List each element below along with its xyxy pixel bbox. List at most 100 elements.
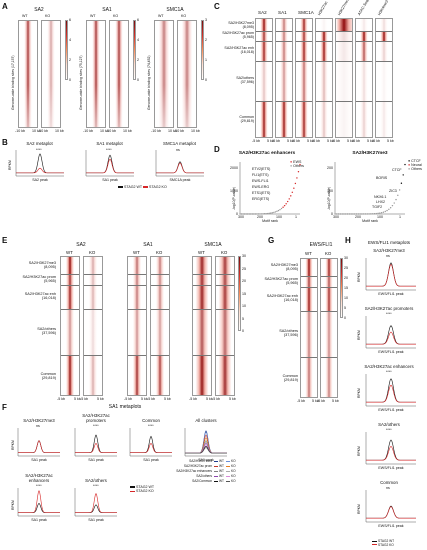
panel-h-xlabel: EWS/FLI1 peak [378,350,404,354]
panel-h-ylabel: RPKM [357,388,361,398]
panel-h-ylabel: RPKM [357,272,361,282]
panel-d-right-scatter-point [339,213,342,215]
panel-d-left-scatter-point [297,171,300,173]
panel-e-heatmap [192,256,212,396]
panel-c-heatmap-section [376,19,392,31]
panel-e-heatmap-section [193,308,211,355]
panel-c-xtick-left: -5 kb [312,139,320,143]
panel-f-cluster-wt: WT [214,464,224,469]
panel-b-metaplot [15,150,64,177]
panel-h-metaplot [365,432,416,465]
panel-c-row-name: Common [239,115,254,120]
panel-a-colorbar-tick: 0 [69,78,71,82]
panel-e-xtick-left: -5 kb [80,397,88,401]
panel-c-heatmap-section [316,40,332,61]
panel-c-row-name: SA2/others [236,76,254,81]
panel-c-heatmap-separator [356,100,372,102]
panel-c-heatmap-section [296,40,312,61]
panel-f-metaplot-axes [74,428,117,457]
panel-e-row-count: (37,596) [41,331,56,336]
panel-h-plot-title: SA2/H3K27ac enhancers [364,364,414,369]
panel-h-metaplot-ko-line [366,445,416,461]
panel-d-left-annotation: EWS-ERG [252,185,270,189]
panel-b-xlabel: SA2 peak [32,178,48,182]
panel-e-xtick-left: -5 kb [212,397,220,401]
panel-h-metaplot-wt-line [366,262,416,287]
panel-a-col-label: KO [181,14,187,18]
panel-c-heatmap-separator [336,31,352,32]
panel-a-heatmap-fade [155,84,173,127]
panel-c-heatmap-separator [316,100,332,102]
panel-c-heatmap-separator [276,31,292,32]
panel-a-colorbar-tick: 0 [137,78,139,82]
legend-swatch-ko [130,490,135,492]
panel-f-cluster-wt: WT [214,459,224,464]
panel-a-xtick-left: -10 kb [38,129,48,133]
panel-c-xtick-left: -5 kb [372,139,380,143]
panel-d-left-scatter-point [293,187,295,189]
panel-g-row-name: SA2/H3K27me3 [270,262,298,267]
panel-h-significance: **** [386,370,392,374]
panel-c-heatmap-section [276,31,292,41]
panel-c-heatmap-separator [376,31,392,32]
panel-g-xtick-right: 5 kb [332,399,339,403]
panel-c-heatmap-section [276,100,292,137]
panel-c-xtick-right: 5 kb [307,139,314,143]
panel-e-row-count: (16,018) [41,296,56,301]
panel-c-heatmap-section [276,40,292,61]
panel-e-heatmap-separator [128,308,146,310]
panel-c-xtick-right: 5 kb [347,139,354,143]
panel-f-metaplot [74,428,117,457]
panel-b-plot-title: SA2 metaplot [26,141,53,146]
legend-label: WT [219,459,224,463]
panel-f-xlabel: SA1 peak [31,458,47,462]
panel-d-right-ytick: 0 [331,212,333,216]
panel-g-colorbar [340,258,343,318]
panel-c-heatmap-separator [356,61,372,62]
panel-h-xlabel: EWS/FLI1 peak [378,408,404,412]
panel-e-col-label: KO [221,250,228,255]
legend-swatch [214,480,218,482]
panel-e-heatmap-separator [193,285,211,286]
panel-d-left-scatter-point [239,213,241,215]
panel-b-metaplot-axes [155,150,204,177]
panel-f-cluster-ko: KO [226,474,236,479]
panel-c-heatmap [275,18,293,138]
panel-label-g: G [268,236,275,245]
panel-d-right-scatter-point [343,213,345,215]
panel-g-heatmap-section [301,287,317,311]
panel-d-left-legend: ● EWS [290,160,301,164]
panel-f-metaplot-wt-line [18,502,60,513]
panel-c-heatmap [335,18,353,138]
panel-g-colorbar-tick: 30 [344,256,348,260]
panel-g-row-name: SA2/H3K27ac enh [266,294,298,299]
panel-e-col-label: WT [66,250,73,255]
legend-label: KO [231,464,236,468]
panel-e-heatmap-section [84,285,102,309]
panel-e-col-label: WT [133,250,140,255]
panel-c-heatmap-separator [356,40,372,42]
panel-e-xtick-right: 5 kb [206,397,213,401]
panel-b-metaplot-axes [85,150,134,177]
panel-c-heatmap-section [316,100,332,137]
panel-c-heatmap-separator [256,61,272,62]
panel-c-heatmap-section [356,40,372,61]
panel-d-left-scatter-point [283,204,286,207]
panel-a-heatmap [109,20,129,128]
panel-a-xtick-left: -10 kb [151,129,161,133]
panel-f-metaplot-axes [17,428,60,457]
panel-d-right-scatter-point [354,213,356,215]
panel-c-heatmap-separator [276,100,292,102]
legend-label-ko: STAG2 KO [149,185,167,189]
panel-g-heatmap-separator [301,287,317,288]
legend-swatch [226,460,230,462]
panel-e-heatmap-section [61,285,79,309]
panel-e-heatmap-section [151,257,169,274]
panel-g-heatmap-separator [321,275,337,277]
legend-dot-others: ● [290,164,294,168]
panel-a-col-label: WT [90,14,96,18]
panel-d-right-scatter-point [384,210,386,213]
panel-d-left-scatter-point [257,213,260,215]
panel-c-heatmap-section [296,19,312,31]
panel-f-significance: **** [148,424,154,428]
